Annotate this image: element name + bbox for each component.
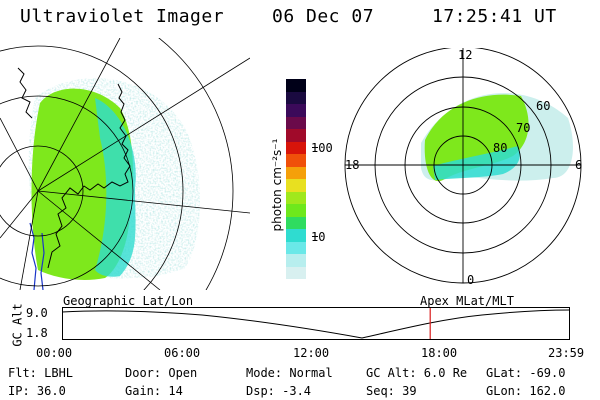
coastline-2 [17,67,33,119]
colorbar-swatch [286,91,306,104]
altitude-curve [62,309,570,339]
colorbar-swatch [286,166,306,179]
colorbar-swatch [286,179,306,192]
tick-mark [312,236,318,237]
colorbar-swatch [286,104,306,117]
status-filter: Flt: LBHL [8,366,74,380]
colorbar-swatch [286,116,306,129]
time-tick-0000: 00:00 [36,346,73,360]
colorbar-swatch [286,154,306,167]
tick-mark [312,147,318,148]
geographic-map [0,38,250,290]
colorbar-swatch [286,191,306,204]
colorbar-unit-label: photon cm⁻²s⁻¹ [270,138,284,232]
polar-aurora-cyan [433,146,520,180]
polar-grid [344,48,582,284]
time-tick-1800: 18:00 [421,346,458,360]
coastline-blue [29,222,45,290]
colorbar-swatch [286,129,306,142]
colorbar-swatch [286,254,306,267]
colorbar-swatch [286,216,306,229]
status-door: Door: Open [125,366,198,380]
aurora-cyan-region [95,98,136,277]
mlt-label-right: 6 [575,158,582,172]
colorbar-swatch [286,229,306,242]
mlt-label-bottom: 0 [467,273,474,287]
mlt-label-top: 12 [458,48,472,62]
altitude-strip [62,307,570,340]
colorbar-swatch [286,79,306,92]
geo-projection-label: Geographic Lat/Lon [63,294,194,308]
altitude-tick-high: 9.0 [26,306,48,320]
status-mode: Mode: Normal [246,366,333,380]
lat-label-80: 80 [493,141,507,155]
lat-label-70: 70 [516,121,530,135]
colorbar-swatch [286,141,306,154]
colorbar-swatch [286,266,306,279]
lat-label-60: 60 [536,99,550,113]
image-time: 17:25:41 UT [432,6,557,27]
status-ip: IP: 36.0 [8,384,66,398]
status-seq: Seq: 39 [366,384,417,398]
time-tick-0600: 06:00 [164,346,201,360]
colorbar [286,79,306,279]
colorbar-swatch [286,204,306,217]
altitude-tick-low: 1.8 [26,326,48,340]
polar-plot: 12 6 0 18 60 70 80 [344,48,582,287]
colorbar-tick-10: 10 [311,230,326,244]
instrument-title: Ultraviolet Imager [20,6,225,27]
polar-projection-label: Apex MLat/MLT [420,294,514,308]
colorbar-swatch [286,241,306,254]
altitude-frame [62,307,570,340]
mlt-label-left: 18 [345,158,359,172]
status-dsp: Dsp: -3.4 [246,384,312,398]
coastline [47,83,131,269]
status-gc-alt: GC Alt: 6.0 Re [366,366,468,380]
colorbar-tick-100: 100 [311,141,333,155]
status-glon: GLon: 162.0 [486,384,566,398]
time-tick-1200: 12:00 [293,346,330,360]
status-gain: Gain: 14 [125,384,183,398]
graticule [0,38,250,290]
status-glat: GLat: -69.0 [486,366,566,380]
time-tick-2359: 23:59 [548,346,585,360]
altitude-axis-label: GC Alt [10,303,25,347]
image-date: 06 Dec 07 [272,6,375,27]
